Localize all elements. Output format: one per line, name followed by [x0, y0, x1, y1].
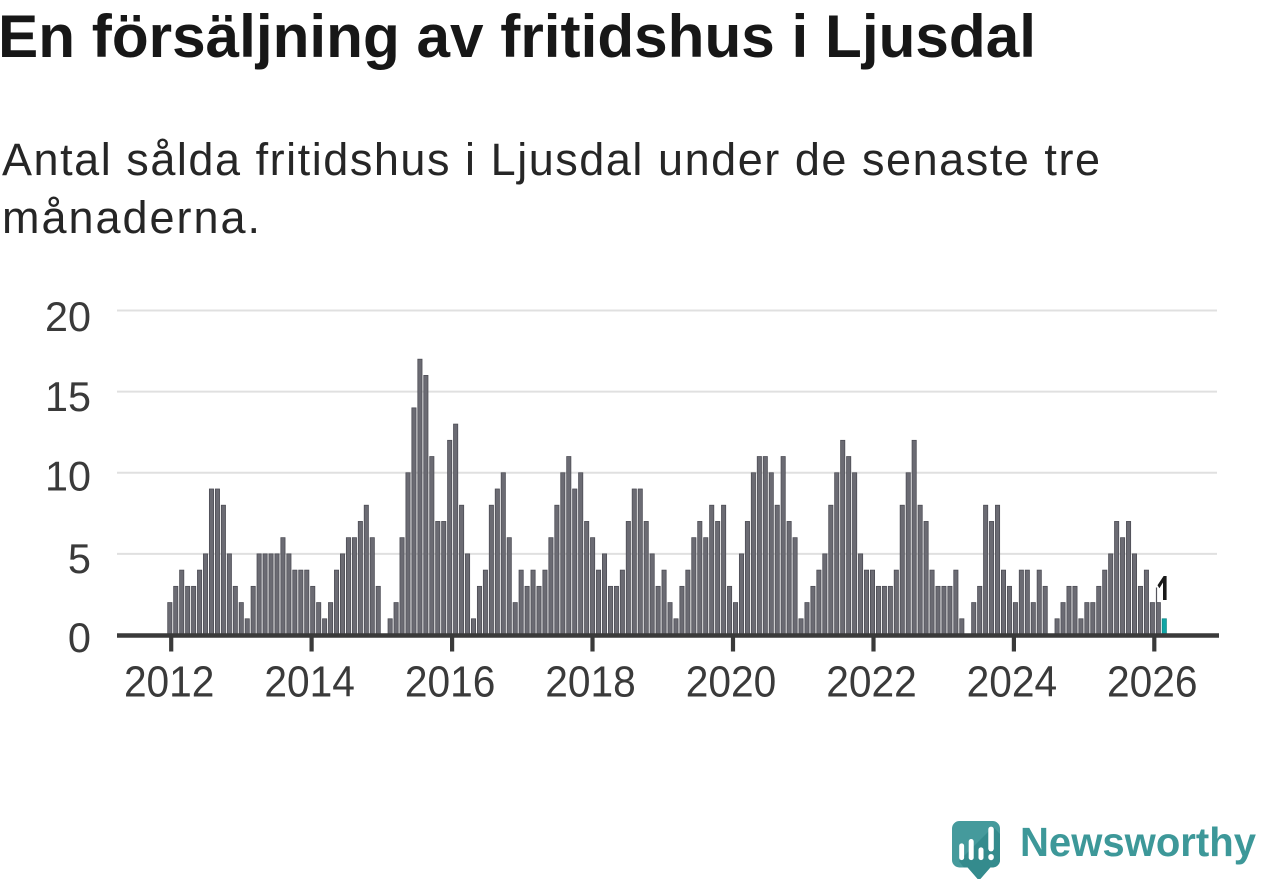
svg-text:Newsworthy: Newsworthy — [1020, 819, 1256, 865]
svg-text:0: 0 — [68, 614, 91, 661]
svg-text:10: 10 — [45, 453, 91, 500]
svg-text:2016: 2016 — [405, 659, 496, 707]
svg-text:2012: 2012 — [124, 659, 215, 707]
svg-text:15: 15 — [45, 373, 91, 420]
svg-text:2014: 2014 — [264, 659, 355, 707]
svg-text:2022: 2022 — [826, 659, 917, 707]
svg-text:5: 5 — [68, 535, 91, 582]
svg-text:2026: 2026 — [1107, 659, 1198, 707]
svg-text:20: 20 — [45, 293, 91, 340]
svg-text:2018: 2018 — [545, 659, 636, 707]
svg-text:månaderna.: månaderna. — [2, 192, 260, 243]
svg-text:En försäljning av fritidshus i: En försäljning av fritidshus i Ljusdal — [0, 3, 1036, 70]
svg-text:2024: 2024 — [967, 659, 1058, 707]
svg-text:2020: 2020 — [686, 659, 777, 707]
svg-text:Antal sålda fritidshus i Ljusd: Antal sålda fritidshus i Ljusdal under d… — [2, 134, 1100, 185]
